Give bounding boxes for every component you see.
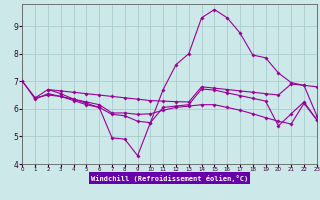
X-axis label: Windchill (Refroidissement éolien,°C): Windchill (Refroidissement éolien,°C): [91, 175, 248, 182]
